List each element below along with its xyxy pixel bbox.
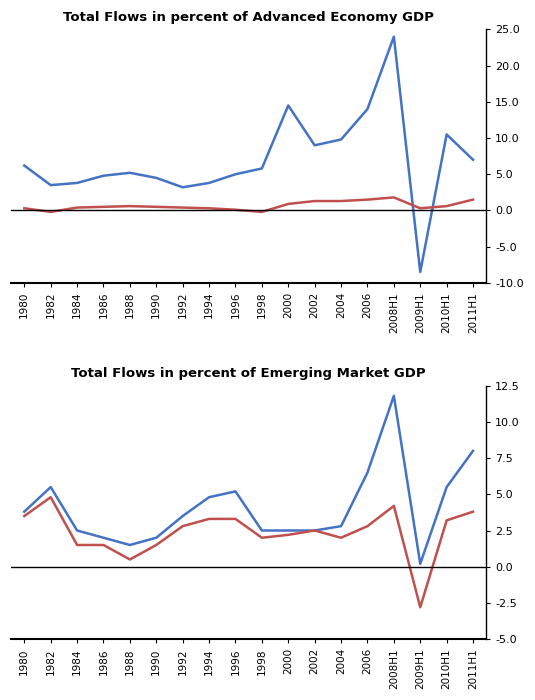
Title: Total Flows in percent of Emerging Market GDP: Total Flows in percent of Emerging Marke… <box>71 368 426 380</box>
Title: Total Flows in percent of Advanced Economy GDP: Total Flows in percent of Advanced Econo… <box>63 11 434 24</box>
